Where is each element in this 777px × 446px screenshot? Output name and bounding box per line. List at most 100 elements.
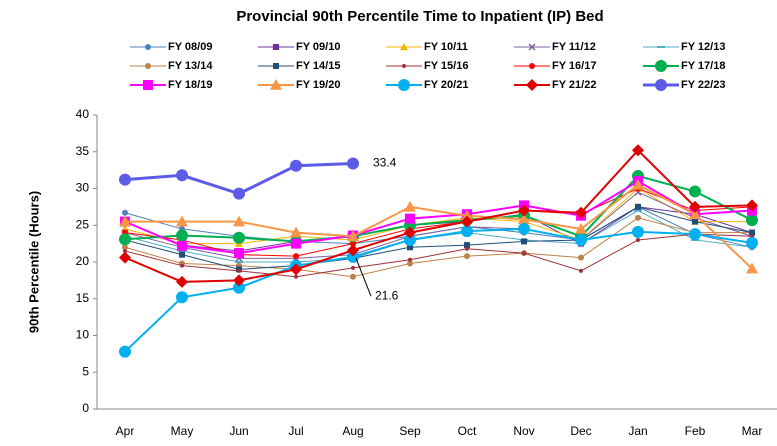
- x-tick-label: Jul: [288, 424, 303, 438]
- series-line: [124, 227, 753, 353]
- y-tick-label: 35: [76, 144, 90, 158]
- marker: [145, 63, 151, 69]
- marker: [119, 251, 131, 264]
- series-line: [124, 174, 753, 243]
- y-tick-label: 10: [76, 328, 90, 342]
- marker: [402, 64, 406, 68]
- marker: [233, 274, 245, 287]
- marker: [746, 214, 758, 227]
- marker: [407, 260, 413, 267]
- y-axis-label: 90th Percentile (Hours): [26, 191, 41, 333]
- marker: [290, 226, 302, 238]
- marker: [290, 263, 302, 276]
- y-tick-label: 20: [76, 254, 90, 268]
- marker: [233, 231, 245, 244]
- marker: [655, 60, 667, 72]
- marker: [119, 215, 131, 227]
- marker: [528, 43, 536, 51]
- marker: [689, 185, 701, 198]
- marker: [347, 230, 359, 242]
- marker: [273, 63, 279, 69]
- marker: [746, 236, 758, 249]
- marker: [398, 79, 410, 91]
- marker: [632, 178, 644, 190]
- legend-label: FY 20/21: [424, 79, 468, 91]
- marker: [689, 208, 701, 220]
- legend-label: FY 22/23: [681, 79, 725, 91]
- marker: [270, 79, 282, 90]
- legend-label: FY 16/17: [552, 60, 596, 72]
- series-line: [124, 191, 753, 259]
- y-tick-label: 15: [76, 291, 90, 305]
- x-tick-label: Mar: [742, 424, 763, 438]
- marker: [746, 262, 758, 274]
- x-tick-label: Nov: [513, 424, 534, 438]
- marker: [518, 204, 530, 217]
- marker: [578, 254, 584, 261]
- data-label: 21.6: [375, 288, 399, 302]
- marker: [290, 159, 302, 172]
- data-label: 33.4: [373, 156, 397, 170]
- marker: [405, 213, 415, 224]
- marker: [350, 273, 356, 280]
- legend-label: FY 10/11: [424, 41, 468, 53]
- marker: [461, 209, 473, 221]
- marker: [746, 199, 758, 212]
- marker: [404, 226, 416, 239]
- y-tick-label: 40: [76, 107, 90, 121]
- legend-label: FY 17/18: [681, 60, 725, 72]
- marker: [350, 240, 356, 247]
- marker: [119, 345, 131, 358]
- legend-label: FY 09/10: [296, 41, 340, 53]
- marker: [518, 213, 530, 225]
- x-tick-label: Sep: [399, 424, 421, 438]
- series-line: [124, 217, 752, 278]
- x-tick-label: Apr: [116, 424, 135, 438]
- marker: [529, 63, 535, 69]
- y-tick-label: 25: [76, 217, 90, 231]
- marker: [404, 233, 416, 246]
- marker: [293, 253, 299, 260]
- marker: [237, 268, 241, 273]
- series-line: [124, 206, 753, 252]
- marker: [655, 79, 667, 91]
- series-line: [124, 206, 753, 270]
- marker: [176, 291, 188, 304]
- legend-label: FY 11/12: [552, 41, 596, 53]
- marker: [233, 281, 245, 294]
- marker: [579, 268, 583, 273]
- marker: [575, 233, 587, 246]
- marker: [522, 251, 526, 256]
- legend-label: FY 12/13: [681, 41, 725, 53]
- marker: [119, 233, 131, 246]
- x-tick-label: Dec: [570, 424, 591, 438]
- marker: [294, 274, 298, 279]
- x-tick-label: Feb: [685, 424, 706, 438]
- x-tick-label: Aug: [342, 424, 363, 438]
- marker: [575, 206, 587, 219]
- marker: [234, 248, 244, 259]
- marker: [526, 79, 538, 91]
- marker: [400, 43, 408, 51]
- y-tick-label: 5: [82, 364, 89, 378]
- legend-label: FY 13/14: [168, 60, 213, 72]
- series-line: [125, 183, 753, 270]
- x-tick-label: Oct: [458, 424, 477, 438]
- marker: [122, 244, 128, 251]
- marker: [521, 238, 527, 245]
- marker: [180, 263, 184, 268]
- marker: [179, 251, 185, 258]
- marker: [176, 229, 188, 242]
- marker: [122, 209, 128, 216]
- legend-label: FY 19/20: [296, 79, 340, 91]
- marker: [347, 157, 359, 170]
- marker: [347, 244, 359, 257]
- marker: [464, 242, 470, 249]
- series-line: [124, 233, 753, 278]
- marker: [176, 215, 188, 227]
- series-line: [124, 148, 753, 283]
- legend-label: FY 15/16: [424, 60, 468, 72]
- marker: [689, 228, 701, 241]
- marker: [635, 203, 641, 210]
